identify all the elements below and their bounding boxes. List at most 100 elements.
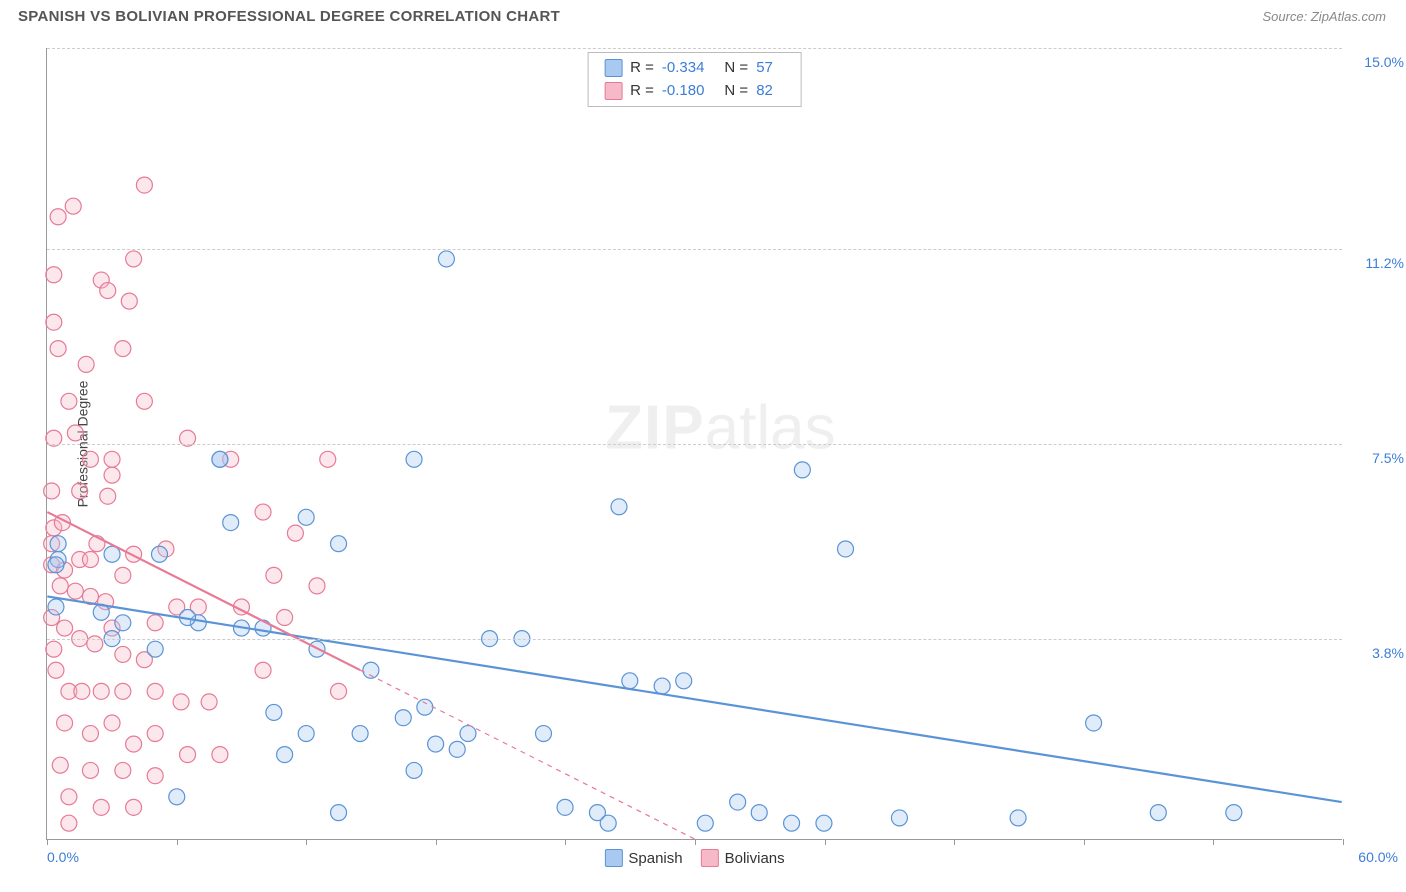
data-point xyxy=(417,699,433,715)
data-point xyxy=(61,815,77,831)
data-point xyxy=(147,641,163,657)
data-point xyxy=(816,815,832,831)
chart-plot-area: Professional Degree ZIPatlas R =-0.334N … xyxy=(46,48,1342,840)
data-point xyxy=(100,283,116,299)
data-point xyxy=(255,504,271,520)
y-tick-label: 15.0% xyxy=(1364,54,1404,70)
x-tick xyxy=(177,839,178,845)
data-point xyxy=(136,177,152,193)
data-point xyxy=(67,583,83,599)
chart-source: Source: ZipAtlas.com xyxy=(1262,9,1386,24)
data-point xyxy=(87,636,103,652)
stat-n-label: N = xyxy=(724,57,748,80)
chart-header: SPANISH VS BOLIVIAN PROFESSIONAL DEGREE … xyxy=(0,0,1406,29)
data-point xyxy=(536,726,552,742)
data-point xyxy=(48,557,64,573)
data-point xyxy=(48,599,64,615)
data-point xyxy=(676,673,692,689)
data-point xyxy=(697,815,713,831)
stat-n-label: N = xyxy=(724,80,748,103)
data-point xyxy=(1010,810,1026,826)
x-tick xyxy=(954,839,955,845)
data-point xyxy=(622,673,638,689)
stat-n-value: 57 xyxy=(756,57,773,80)
data-point xyxy=(255,620,271,636)
data-point xyxy=(57,715,73,731)
data-point xyxy=(67,425,83,441)
stats-legend-box: R =-0.334N =57R =-0.180N =82 xyxy=(587,52,802,107)
x-tick xyxy=(1343,839,1344,845)
legend-label: Spanish xyxy=(628,850,682,867)
data-point xyxy=(201,694,217,710)
data-point xyxy=(557,799,573,815)
data-point xyxy=(152,546,168,562)
data-point xyxy=(74,683,90,699)
legend-item: Spanish xyxy=(604,849,682,867)
data-point xyxy=(82,451,98,467)
bottom-legend: SpanishBolivians xyxy=(604,849,784,867)
data-point xyxy=(298,726,314,742)
data-point xyxy=(136,393,152,409)
data-point xyxy=(82,726,98,742)
data-point xyxy=(104,715,120,731)
data-point xyxy=(255,662,271,678)
data-point xyxy=(115,646,131,662)
trend-line xyxy=(47,596,1341,802)
data-point xyxy=(115,762,131,778)
data-point xyxy=(180,747,196,763)
data-point xyxy=(298,509,314,525)
data-point xyxy=(115,567,131,583)
data-point xyxy=(1150,805,1166,821)
legend-swatch xyxy=(701,849,719,867)
stat-r-label: R = xyxy=(630,57,654,80)
data-point xyxy=(266,704,282,720)
data-point xyxy=(78,356,94,372)
data-point xyxy=(406,451,422,467)
data-point xyxy=(277,747,293,763)
data-point xyxy=(173,694,189,710)
legend-swatch xyxy=(604,849,622,867)
data-point xyxy=(104,451,120,467)
data-point xyxy=(50,536,66,552)
gridline xyxy=(47,249,1342,250)
data-point xyxy=(460,726,476,742)
x-tick xyxy=(1084,839,1085,845)
legend-swatch xyxy=(604,59,622,77)
data-point xyxy=(654,678,670,694)
data-point xyxy=(126,546,142,562)
x-tick xyxy=(1213,839,1214,845)
stats-row: R =-0.334N =57 xyxy=(604,57,785,80)
data-point xyxy=(838,541,854,557)
trend-line-extrapolated xyxy=(360,670,694,839)
data-point xyxy=(428,736,444,752)
gridline xyxy=(47,639,1342,640)
data-point xyxy=(57,620,73,636)
stat-r-value: -0.180 xyxy=(662,80,705,103)
data-point xyxy=(147,768,163,784)
data-point xyxy=(50,341,66,357)
data-point xyxy=(287,525,303,541)
data-point xyxy=(395,710,411,726)
data-point xyxy=(600,815,616,831)
data-point xyxy=(406,762,422,778)
data-point xyxy=(115,615,131,631)
stats-row: R =-0.180N =82 xyxy=(604,80,785,103)
data-point xyxy=(72,483,88,499)
x-tick xyxy=(695,839,696,845)
data-point xyxy=(115,341,131,357)
data-point xyxy=(331,805,347,821)
chart-title: SPANISH VS BOLIVIAN PROFESSIONAL DEGREE … xyxy=(18,8,560,25)
stat-n-value: 82 xyxy=(756,80,773,103)
data-point xyxy=(100,488,116,504)
data-point xyxy=(449,741,465,757)
y-tick-label: 11.2% xyxy=(1365,255,1404,271)
data-point xyxy=(169,789,185,805)
data-point xyxy=(93,799,109,815)
data-point xyxy=(44,483,60,499)
data-point xyxy=(82,762,98,778)
data-point xyxy=(223,515,239,531)
data-point xyxy=(46,267,62,283)
data-point xyxy=(46,314,62,330)
data-point xyxy=(611,499,627,515)
data-point xyxy=(115,683,131,699)
